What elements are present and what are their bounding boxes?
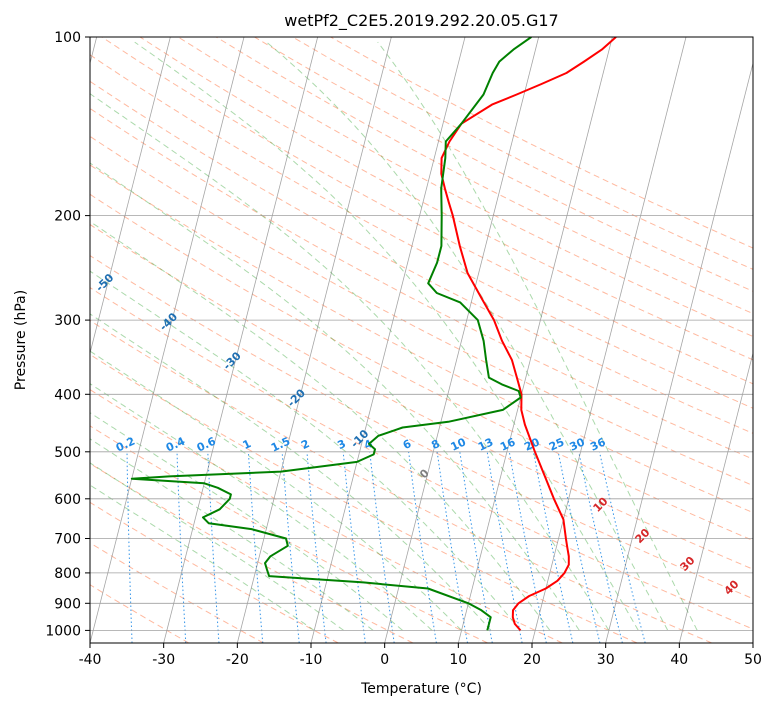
- x-tick-label: 50: [744, 652, 762, 668]
- profile-series: [130, 37, 617, 632]
- mixing-ratio-label: 10: [449, 435, 469, 453]
- mixing-ratio-line: [342, 451, 366, 643]
- dry-adiabat-line: [90, 425, 488, 643]
- y-tick-label: 600: [54, 492, 81, 508]
- isotherm-line: [678, 351, 753, 643]
- axis-ticks: -40 -30 -20 -10 0 10 20 30 40 50 1000 900 800 700 600 5…: [45, 30, 762, 668]
- isotherm-line: [90, 37, 245, 643]
- dry-adiabat-line: [90, 353, 638, 643]
- mixing-ratio-line: [306, 451, 327, 643]
- mixing-ratio-line: [369, 451, 395, 643]
- isotherm-line: [310, 37, 466, 643]
- x-tick-label: 20: [523, 652, 541, 668]
- y-tick-label: 300: [54, 313, 81, 329]
- y-tick-label: 500: [54, 445, 81, 461]
- dry-adiabat-line: [90, 389, 563, 643]
- dry-adiabat-line: [90, 164, 753, 514]
- isotherm-line: [90, 37, 171, 355]
- x-tick-label: -40: [79, 652, 102, 668]
- mixing-ratio-line: [281, 451, 300, 643]
- dry-adiabat-line: [90, 584, 190, 643]
- dewpoint-profile-line: [130, 37, 532, 631]
- dry-adiabat-line: [90, 54, 753, 409]
- mixing-ratio-line: [578, 451, 623, 643]
- mixing-ratio-line: [176, 451, 187, 643]
- chart-title: wetPf2_C2E5.2019.292.20.05.G17: [284, 11, 558, 31]
- dry-adiabat-line: [215, 37, 753, 315]
- x-tick-label: 10: [449, 652, 467, 668]
- dry-adiabat-line: [90, 193, 753, 542]
- isotherm-line: [605, 61, 753, 643]
- x-axis-label: Temperature (°C): [360, 681, 482, 697]
- moist-adiabat-line: [90, 220, 551, 631]
- x-tick-label: 0: [380, 652, 389, 668]
- isotherm-line: [163, 37, 319, 643]
- isotherm-line: [236, 37, 392, 643]
- moist-adiabat-line: [90, 383, 433, 631]
- y-tick-label: 900: [54, 596, 81, 612]
- y-tick-label: 800: [54, 566, 81, 582]
- dry-adiabat-line: [90, 80, 753, 434]
- temperature-profile-line: [440, 37, 617, 632]
- dry-adiabat-line: [177, 37, 753, 337]
- x-tick-label: 40: [670, 652, 688, 668]
- moist-adiabat-line: [90, 462, 344, 631]
- mixing-ratio-label: 36: [588, 435, 608, 453]
- mixing-ratio-label: 13: [476, 436, 495, 454]
- mixing-ratio-line: [207, 451, 220, 643]
- moist-adiabat-line: [90, 93, 610, 631]
- isotherm-line: [531, 37, 687, 643]
- y-tick-label: 1000: [45, 623, 81, 639]
- mixing-ratio-line: [557, 451, 601, 643]
- background-lines: [90, 37, 753, 643]
- y-tick-label: 100: [54, 30, 81, 46]
- isotherm-line: [384, 37, 540, 643]
- mixing-ratio-label: 25: [547, 436, 566, 454]
- moist-adiabat-line: [266, 41, 669, 631]
- x-tick-label: 30: [597, 652, 615, 668]
- moist-adiabat-line: [377, 41, 698, 631]
- x-tick-label: -20: [226, 652, 249, 668]
- y-axis-label: Pressure (hPa): [13, 290, 29, 390]
- mixing-ratio-line: [247, 451, 264, 643]
- moist-adiabat-line: [90, 484, 315, 631]
- moist-adiabat-line: [90, 350, 462, 631]
- dry-adiabat-line: [90, 319, 712, 643]
- y-tick-label: 400: [54, 387, 81, 403]
- y-tick-label: 700: [54, 532, 81, 548]
- moist-adiabat-line: [90, 270, 521, 631]
- mixing-ratio-label: 30: [568, 435, 588, 453]
- moist-adiabat-line: [90, 412, 403, 631]
- x-tick-label: -30: [152, 652, 175, 668]
- mixing-ratio-line: [508, 451, 547, 643]
- plot-frame: [89, 36, 754, 644]
- mixing-ratio-line: [486, 451, 523, 643]
- moist-adiabat-line: [134, 41, 639, 631]
- moist-adiabat-line: [90, 313, 492, 631]
- mixing-ratio-label: 16: [498, 435, 518, 453]
- dry-adiabat-line: [90, 135, 753, 487]
- y-tick-label: 200: [54, 209, 81, 225]
- moist-adiabat-line: [90, 162, 580, 631]
- mixing-ratio-line: [533, 451, 574, 643]
- isotherm-line: [457, 37, 613, 643]
- x-tick-label: -10: [300, 652, 323, 668]
